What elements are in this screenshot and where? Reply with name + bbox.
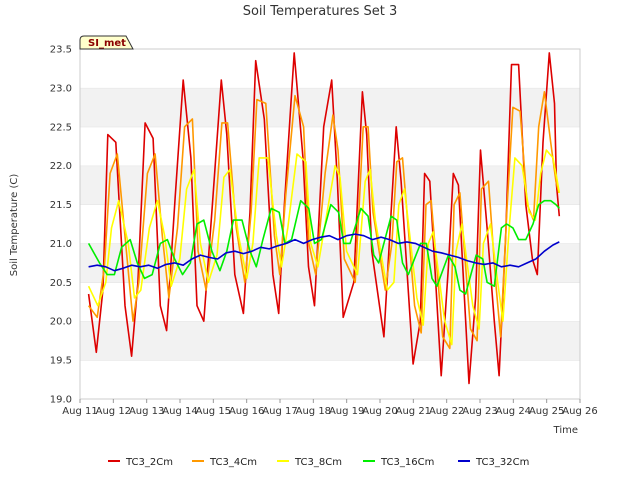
legend-label: TC3_2Cm — [125, 457, 173, 468]
series-line-tc3-16cm — [87, 199, 560, 295]
site-badge: SI_met — [79, 35, 134, 50]
y-tick-label: 19.0 — [50, 395, 72, 406]
x-tick-label: Aug 19 — [329, 406, 364, 417]
x-axis-label: Time — [553, 425, 578, 436]
chart-title: Soil Temperatures Set 3 — [243, 4, 398, 19]
y-tick-label: 23.0 — [50, 83, 72, 94]
series-line-tc3-2cm — [87, 52, 561, 385]
x-tick-label: Aug 21 — [396, 406, 431, 417]
badge-label: SI_met — [88, 38, 126, 49]
y-tick-label: 21.5 — [50, 200, 72, 211]
badge-shape — [79, 35, 134, 50]
grid-band — [80, 360, 580, 399]
y-tick-label: 22.5 — [50, 122, 72, 133]
x-tick-label: Aug 12 — [96, 406, 131, 417]
x-tick-label: Aug 11 — [62, 406, 97, 417]
y-tick-label: 21.0 — [50, 239, 72, 250]
x-tick-label: Aug 16 — [229, 406, 264, 417]
y-tick-label: 20.5 — [50, 278, 72, 289]
legend-label: TC3_16Cm — [380, 457, 434, 468]
x-tick-label: Aug 14 — [162, 406, 197, 417]
x-tick-label: Aug 22 — [429, 406, 464, 417]
grid-band — [80, 49, 580, 88]
grid-bands — [80, 48, 580, 399]
x-tick-label: Aug 25 — [529, 406, 564, 417]
series-line-tc3-4cm — [87, 91, 560, 350]
legend-label: TC3_32Cm — [475, 457, 529, 468]
y-tick-label: 22.0 — [50, 161, 72, 172]
legend-label: TC3_4Cm — [209, 457, 257, 468]
series-line-tc3-32cm — [88, 233, 560, 272]
y-tick-label: 19.5 — [50, 356, 72, 367]
y-tick-label: 23.5 — [50, 45, 72, 56]
x-tick-label: Aug 17 — [262, 406, 297, 417]
x-tick-label: Aug 26 — [562, 406, 597, 417]
legend-label: TC3_8Cm — [294, 457, 342, 468]
x-tick-label: Aug 20 — [362, 406, 397, 417]
grid-band — [80, 204, 580, 244]
x-tick-label: Aug 18 — [296, 406, 331, 417]
legend: TC3_2Cm TC3_4Cm TC3_8Cm TC3_16Cm TC3_32Cm — [108, 457, 529, 468]
grid-band — [80, 321, 580, 361]
x-tick-label: Aug 15 — [196, 406, 231, 417]
x-tick-label: Aug 13 — [129, 406, 164, 417]
y-tick-label: 20.0 — [50, 317, 72, 328]
x-tick-label: Aug 24 — [496, 406, 531, 417]
y-axis-ticks: 19.0 19.5 20.0 20.5 21.0 21.5 22.0 22.5 23.0 23.5 — [50, 45, 72, 406]
plot-area — [79, 48, 581, 400]
x-tick-label: Aug 23 — [462, 406, 497, 417]
series-lines — [87, 52, 561, 385]
y-axis-label: Soil Temperature (C) — [9, 174, 20, 277]
